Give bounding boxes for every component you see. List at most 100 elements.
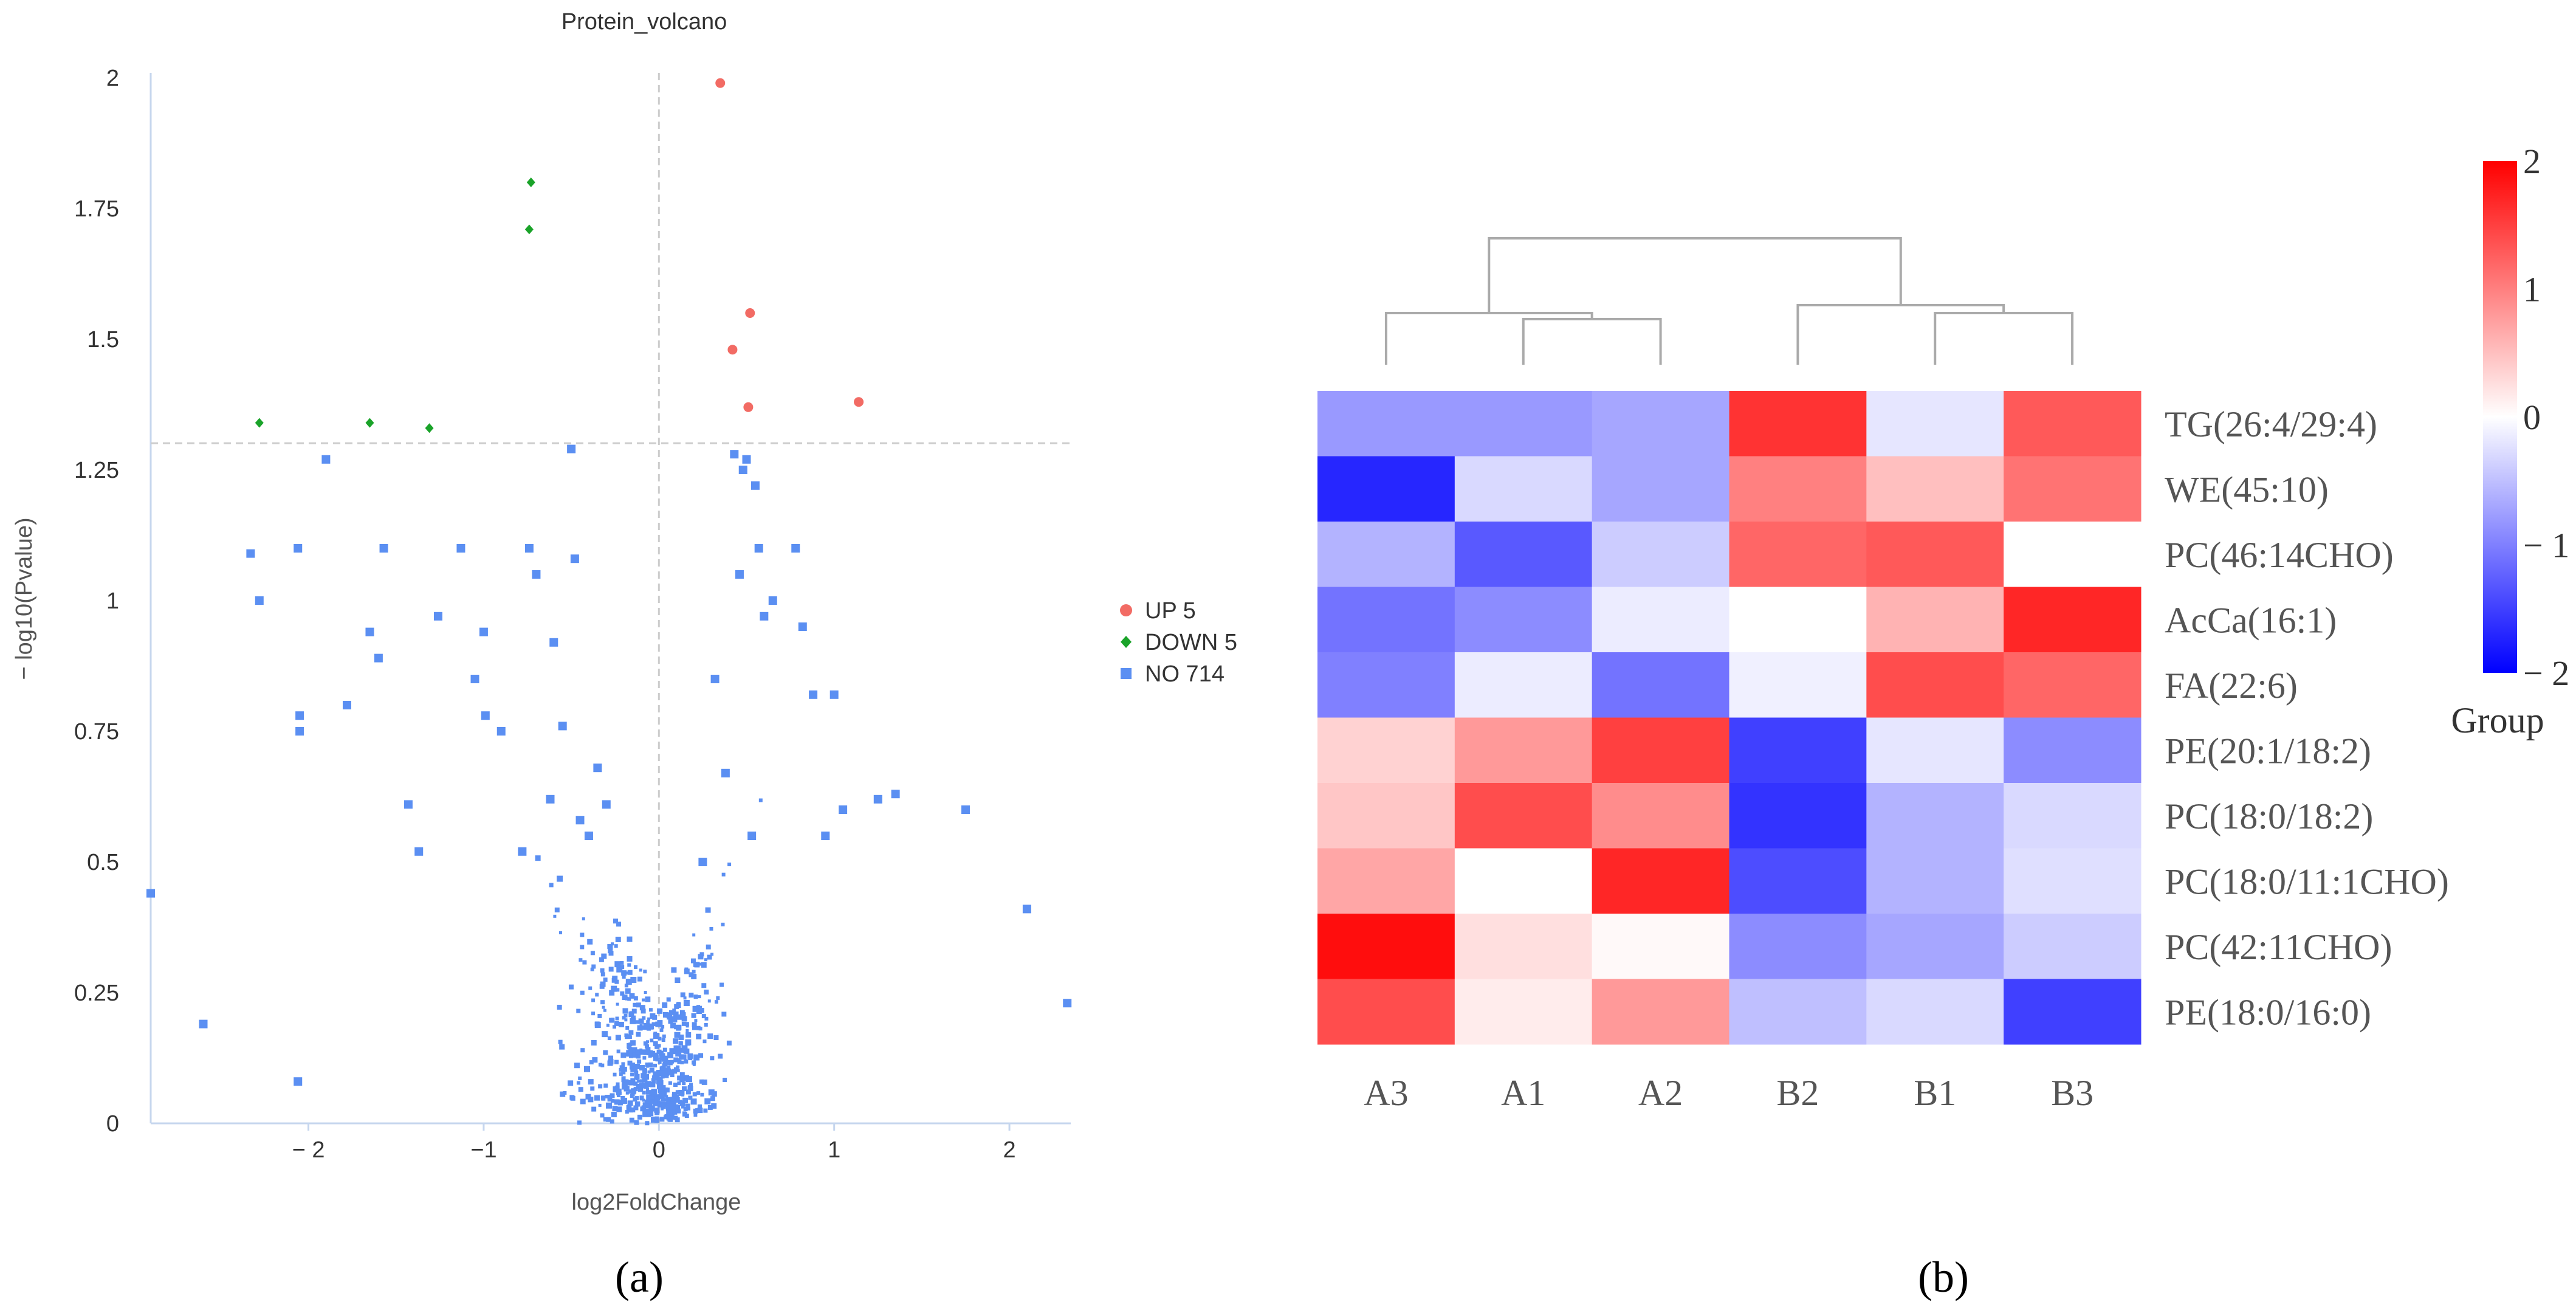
point-no [675,1097,680,1101]
point-no [636,1032,641,1037]
y-ticks: 0 0.25 0.5 0.75 1 1.25 1.5 1.75 2 [74,66,119,1137]
heatmap-cell [1866,717,2004,784]
point-no [579,958,583,962]
point-no [630,1107,636,1112]
point-no [608,1059,614,1065]
point-no [692,1022,697,1027]
point-no [682,1111,687,1117]
point-no [641,1008,646,1014]
point-no [647,1017,651,1021]
heatmap-cell [2004,587,2142,653]
point-no [670,1098,675,1102]
column-label: A2 [1638,1073,1683,1113]
point-no [681,1016,687,1022]
point-no [713,1035,719,1041]
point-no [625,988,631,994]
point-no [199,1019,208,1029]
point-no [633,1105,639,1111]
point-no [676,1014,682,1020]
point-no [625,971,628,975]
point-no [578,1087,583,1092]
dendrogram-branch [1522,318,1662,365]
heatmap-cell [1454,587,1593,653]
point-no [605,1095,609,1099]
colorbar-tick-label: 0 [2523,398,2541,437]
point-no [692,1063,696,1066]
heatmap-cell [2004,522,2142,587]
point-no [683,996,687,1000]
point-no [798,622,807,631]
point-no [620,960,624,965]
point-no [648,1106,654,1112]
point-no [676,1024,682,1030]
heatmap-cell [1729,456,1867,522]
heatmap-cell [2004,848,2142,914]
point-no [690,958,696,963]
heatmap-cell [1729,522,1867,587]
point-no [568,1080,574,1086]
point-no [662,1085,666,1089]
point-no [675,1050,682,1057]
point-no [633,996,638,1001]
point-no [704,1016,709,1021]
point-no [639,968,642,972]
heatmap-cell [1317,783,1455,849]
point-no [696,1091,701,1095]
point-no [642,1082,647,1086]
point-no [627,956,633,962]
y-tick-label: 0.5 [87,850,119,875]
x-tick-label: 2 [1003,1137,1015,1163]
point-no [697,1108,703,1114]
heatmap-cell [1592,914,1729,979]
y-tick-label: 1.5 [87,327,119,353]
point-no [645,1064,649,1068]
heatmap-cell [1317,652,1455,718]
point-no [580,990,585,995]
heatmap-cell [1317,587,1455,653]
column-label: A3 [1364,1073,1408,1113]
point-no [594,1022,601,1029]
point-no [619,1022,624,1027]
point-up [743,402,754,412]
y-axis-label: − log10(Pvalue) [12,517,37,680]
point-no [677,1058,681,1061]
colorbar-tick-label: 1 [2523,270,2541,309]
point-no [595,993,599,997]
point-no [633,1081,638,1086]
point-no [601,1096,606,1101]
point-no [708,1089,715,1096]
column-label: B2 [1776,1073,1819,1113]
point-no [630,1066,636,1072]
point-no [754,544,763,553]
point-no [666,997,671,1002]
point-no [616,1002,619,1006]
point-no [701,962,707,968]
point-no [558,722,567,731]
heatmap-cells [1317,391,2142,1045]
point-no [671,1100,677,1106]
point-down [425,423,434,433]
point-no [601,953,607,959]
point-no [558,931,562,935]
x-ticks: − 2 −1 0 1 2 [292,1123,1016,1163]
point-no [580,945,585,949]
point-no [295,727,304,736]
point-no [693,1054,700,1061]
point-no [627,963,631,967]
row-label: PE(20:1/18:2) [2165,731,2371,771]
point-no [630,1040,636,1046]
x-tick-label: 0 [653,1137,665,1163]
point-no [672,1008,676,1013]
point-no [676,1002,681,1008]
point-no [679,1072,685,1078]
point-no [568,984,574,990]
row-label: TG(26:4/29:4) [2165,404,2377,444]
point-no [679,1100,685,1106]
point-no [616,1091,620,1095]
point-no [693,962,698,967]
point-no [651,1096,654,1100]
point-no [294,544,303,553]
point-cloud [535,798,763,1126]
point-no [481,711,490,720]
